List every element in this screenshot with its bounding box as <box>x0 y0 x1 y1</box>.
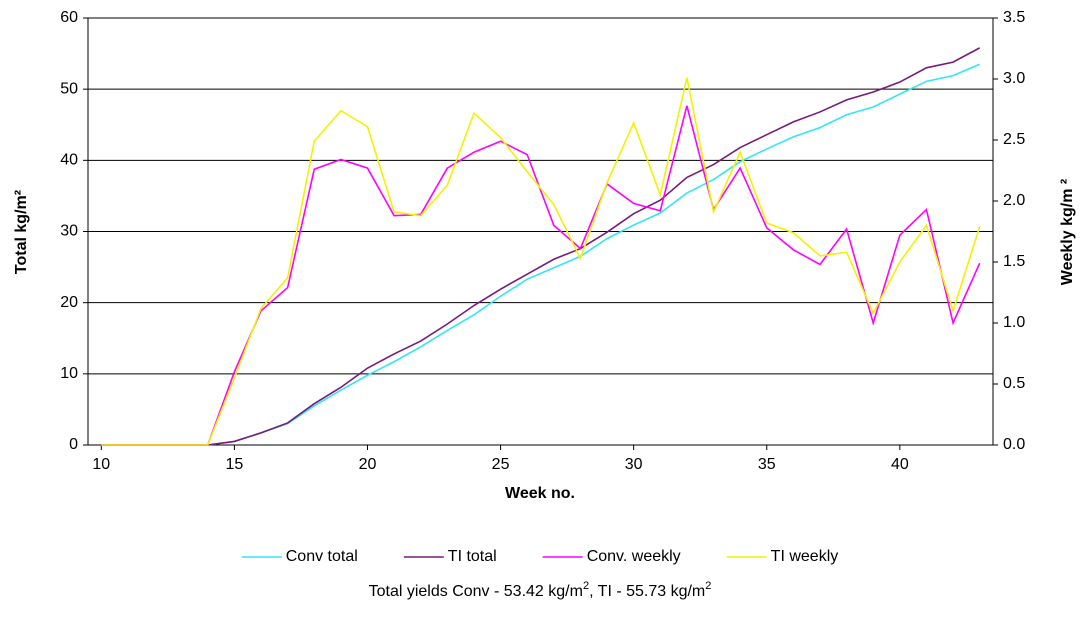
y2-tick-label: 3.0 <box>1003 70 1025 87</box>
legend-label: Conv. weekly <box>587 548 681 565</box>
y-tick-label: 20 <box>60 294 78 311</box>
note-superscript: 2 <box>705 580 711 592</box>
note-text: Total yields Conv - 53.42 kg/m <box>369 583 583 600</box>
legend-label: TI weekly <box>771 548 839 565</box>
y2-tick-label: 2.5 <box>1003 131 1025 148</box>
y2-tick-label: 1.5 <box>1003 253 1025 270</box>
y2-axis-title: Weekly kg/m ² <box>1059 179 1076 285</box>
series-line <box>101 105 981 446</box>
y-tick-label: 0 <box>69 436 78 453</box>
note-superscript: 2 <box>583 580 589 592</box>
y-tick-label: 50 <box>60 80 78 97</box>
y-tick-label: 30 <box>60 223 78 240</box>
y2-tick-label: 1.0 <box>1003 314 1025 331</box>
x-axis-title: Week no. <box>505 485 575 502</box>
x-tick-label: 20 <box>359 456 377 473</box>
legend: Conv total TI total Conv. weekly TI weekly <box>241 548 839 565</box>
series-line <box>101 47 981 446</box>
x-tick-label: 10 <box>92 456 110 473</box>
legend-label: TI total <box>448 548 497 565</box>
note-text: , TI - 55.73 kg/m <box>589 583 705 600</box>
x-tick-label: 15 <box>225 456 243 473</box>
y-tick-label: 60 <box>60 9 78 26</box>
y2-tick-label: 3.5 <box>1003 9 1025 26</box>
note: Total yields Conv - 53.42 kg/m2, TI - 55… <box>369 580 712 600</box>
y2-tick-label: 0.5 <box>1003 375 1025 392</box>
x-tick-label: 30 <box>625 456 643 473</box>
y2-tick-label: 0.0 <box>1003 436 1025 453</box>
y2-tick-label: 2.0 <box>1003 192 1025 209</box>
x-tick-label: 40 <box>891 456 909 473</box>
y-axis-title: Total kg/m² <box>13 190 30 274</box>
x-tick-label: 35 <box>758 456 776 473</box>
x-tick-label: 25 <box>492 456 510 473</box>
y-tick-label: 40 <box>60 152 78 169</box>
series-line <box>101 77 981 446</box>
legend-label: Conv total <box>286 548 358 565</box>
y-tick-label: 10 <box>60 365 78 382</box>
